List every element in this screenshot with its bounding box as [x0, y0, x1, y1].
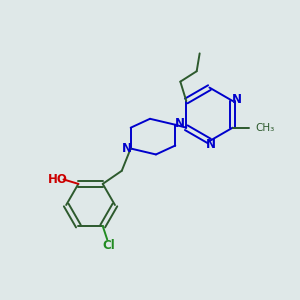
Text: HO: HO [48, 173, 68, 186]
Text: N: N [174, 117, 184, 130]
Text: N: N [232, 93, 242, 106]
Text: N: N [206, 138, 216, 151]
Text: Cl: Cl [102, 239, 115, 252]
Text: CH₃: CH₃ [256, 123, 275, 133]
Text: N: N [122, 142, 131, 155]
